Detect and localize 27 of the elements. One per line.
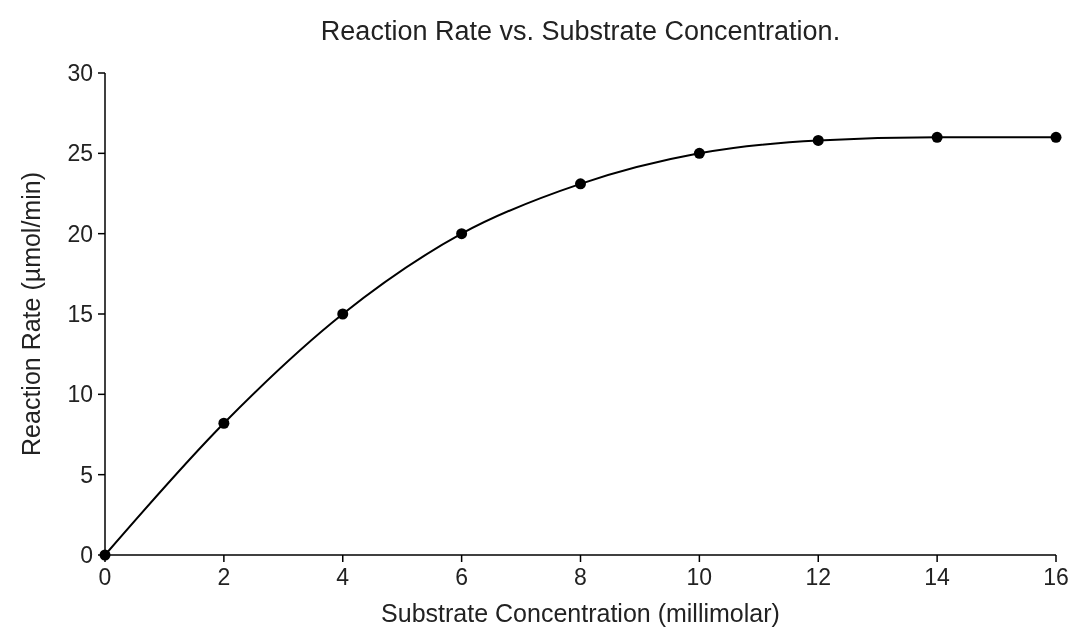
point	[931, 131, 943, 143]
x-tick-label: 2	[217, 564, 231, 590]
point	[575, 178, 586, 190]
point	[1050, 131, 1062, 143]
point	[812, 134, 824, 146]
y-tick-label: 20	[67, 220, 93, 247]
x-tick-label: 10	[686, 564, 713, 590]
y-tick-label: 25	[67, 140, 93, 167]
x-tick-label: 6	[455, 564, 469, 590]
point	[693, 147, 705, 159]
x-tick-label: 16	[1043, 564, 1069, 590]
x-tick-label: 8	[574, 564, 587, 590]
y-tick-label: 0	[80, 542, 93, 568]
x-tick-label: 12	[805, 564, 832, 590]
chart-title: Reaction Rate vs. Substrate Concentration.	[320, 16, 841, 46]
x-tick-label: 0	[98, 564, 112, 590]
point	[456, 228, 468, 240]
y-tick-label: 10	[67, 381, 93, 408]
x-tick-label: 4	[336, 564, 350, 590]
y-tick-label: 15	[67, 301, 93, 327]
y-tick-label: 30	[67, 60, 93, 86]
y-axis-title: Reaction Rate (µmol/min)	[17, 172, 45, 456]
point	[337, 308, 349, 320]
point	[218, 417, 230, 429]
y-tick-label: 5	[80, 461, 93, 488]
x-tick-label: 14	[924, 564, 951, 590]
x-axis-title: Substrate Concentration (millimolar)	[381, 599, 780, 627]
